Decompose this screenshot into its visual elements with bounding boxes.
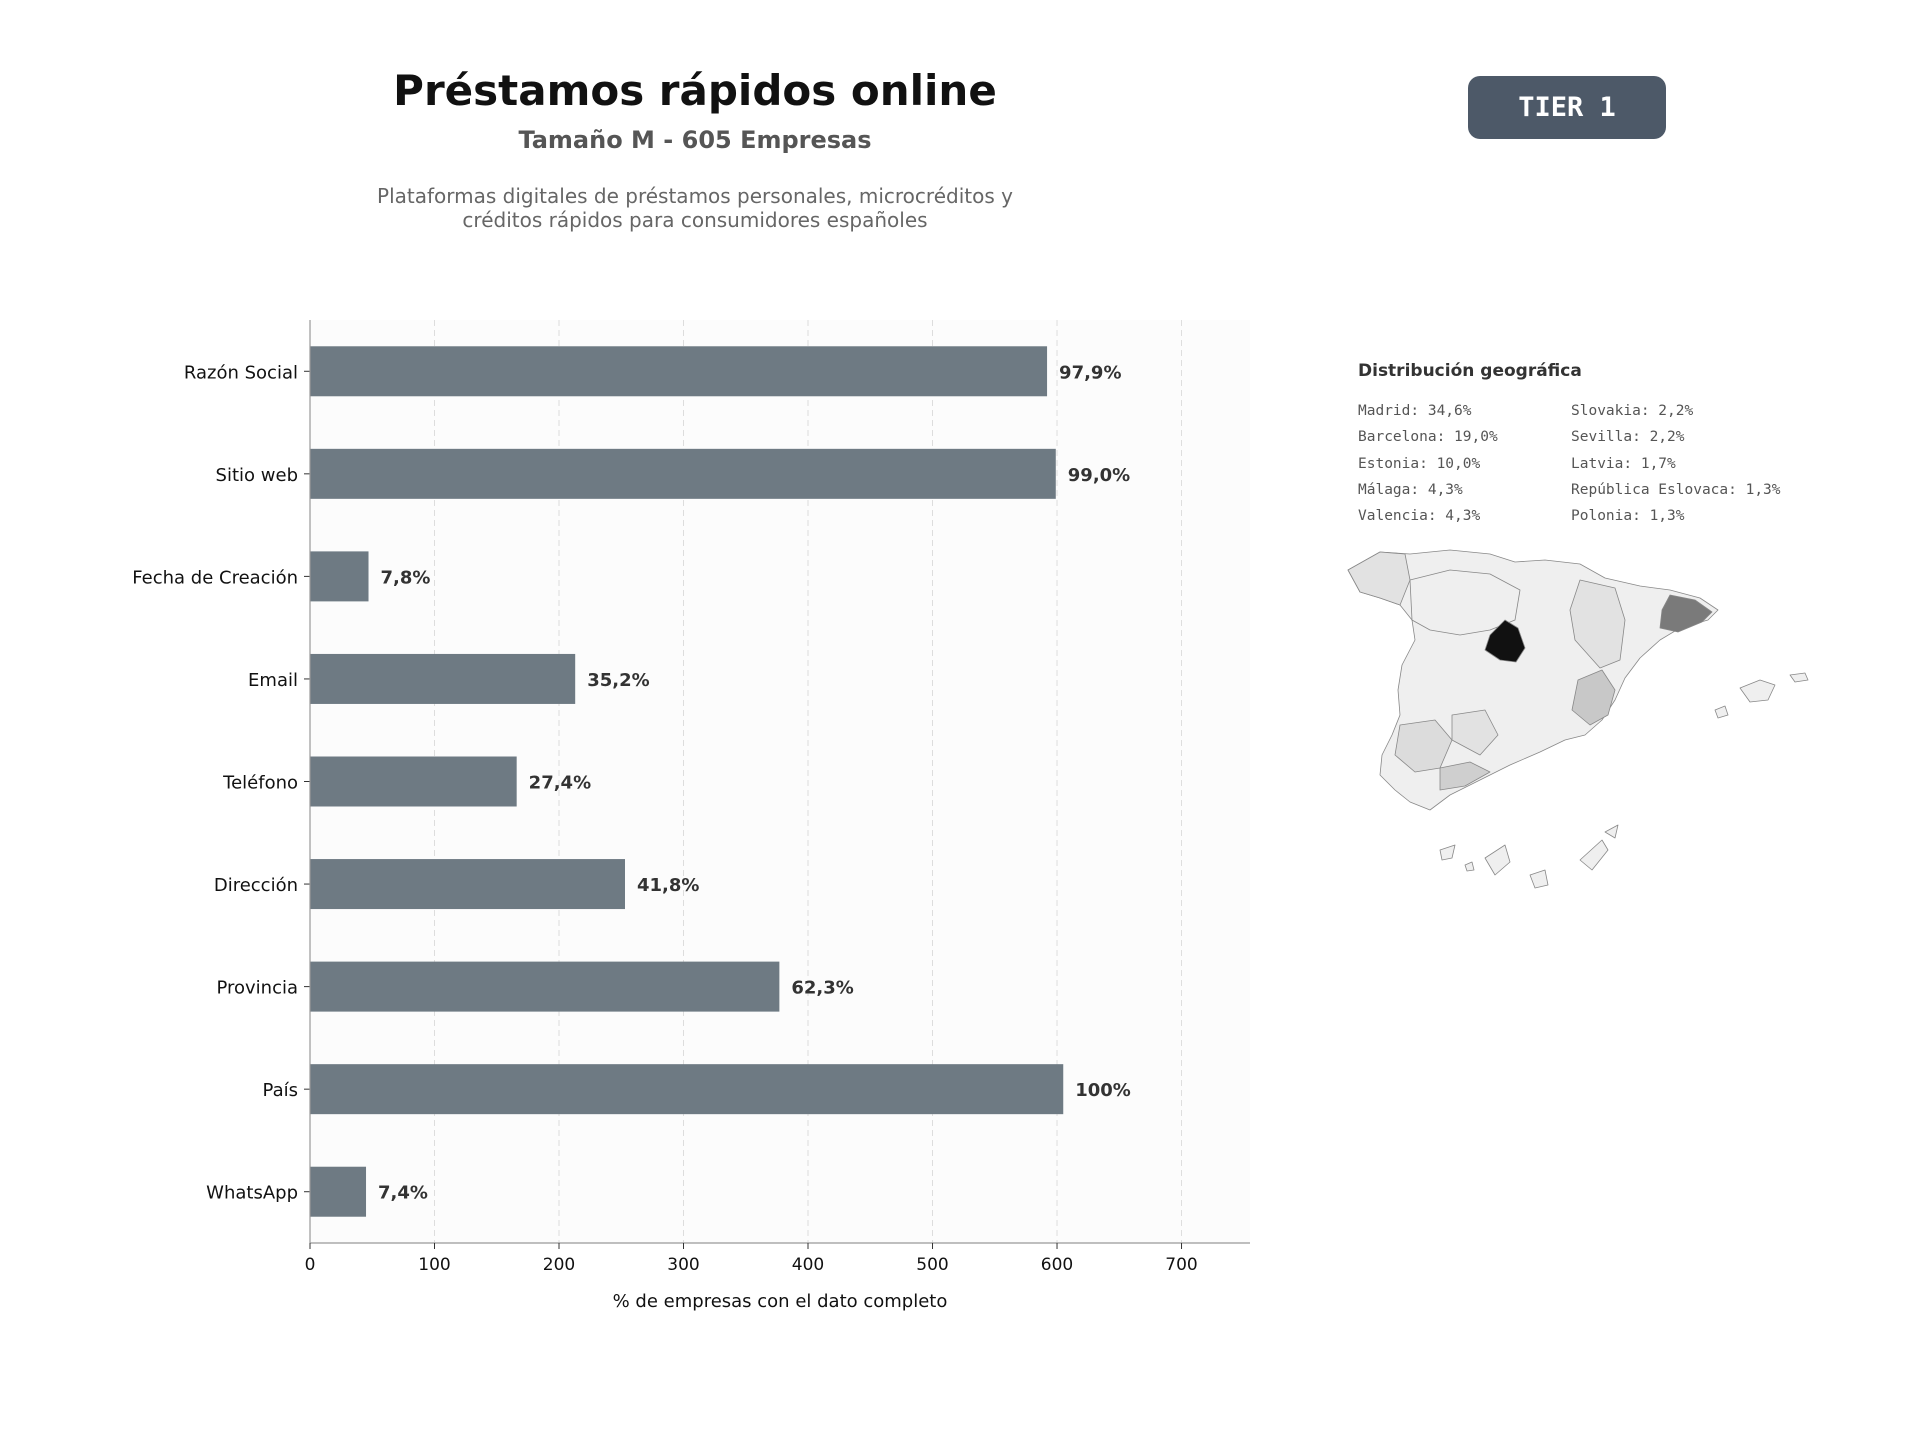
map-region-barcelona	[1659, 594, 1713, 633]
x-tick-label: 700	[1165, 1255, 1197, 1275]
map-region-canary-2	[1484, 844, 1511, 876]
geo-item: Slovakia: 2,2%	[1571, 403, 1694, 419]
description-line-2: créditos rápidos para consumidores españ…	[462, 208, 928, 232]
y-tick-label: Email	[248, 670, 298, 691]
bar-data-label: 35,2%	[587, 670, 649, 691]
map-region-galicia	[1347, 551, 1411, 606]
x-tick-label: 300	[667, 1255, 699, 1275]
bar-data-label: 41,8%	[637, 875, 699, 896]
x-tick-label: 500	[916, 1255, 948, 1275]
map-region-canary-5	[1604, 824, 1619, 839]
bar	[310, 1064, 1064, 1115]
x-tick-label: 0	[305, 1255, 316, 1275]
y-tick-label: WhatsApp	[206, 1183, 298, 1204]
geo-item: Latvia: 1,7%	[1571, 455, 1676, 472]
map-region-aragon	[1569, 579, 1626, 669]
bar	[310, 961, 780, 1012]
bar-data-label: 7,8%	[381, 567, 431, 588]
bar-data-label: 100%	[1075, 1080, 1131, 1101]
page-subtitle: Tamaño M - 605 Empresas	[518, 126, 872, 154]
map-region-mallorca	[1739, 679, 1776, 703]
map-region-canary-6	[1464, 861, 1475, 872]
bar-data-label: 97,9%	[1059, 362, 1121, 383]
x-tick-label: 400	[792, 1255, 824, 1275]
y-tick-label: Sitio web	[216, 465, 298, 486]
map-region-cordoba	[1451, 709, 1499, 756]
geo-item: República Eslovaca: 1,3%	[1571, 481, 1781, 498]
geo-distribution-title: Distribución geográfica	[1358, 361, 1582, 381]
geo-item: Málaga: 4,3%	[1358, 481, 1463, 498]
geo-list-column-1: Madrid: 34,6% Barcelona: 19,0% Estonia: …	[1358, 398, 1498, 529]
bar	[310, 346, 1048, 397]
x-tick-label: 200	[543, 1255, 575, 1275]
x-tick-label: 600	[1041, 1255, 1073, 1275]
map-region-valencia	[1571, 669, 1616, 726]
bar	[310, 756, 517, 807]
map-region-menorca	[1789, 672, 1809, 683]
bar-data-label: 99,0%	[1068, 465, 1130, 486]
geo-item: Valencia: 4,3%	[1358, 508, 1481, 525]
map-region-canary-4	[1579, 839, 1609, 871]
completeness-bar-chart: 97,9% Razón Social 99,0% Sitio web 7,8% Fecha…	[132, 320, 1250, 1312]
bar	[310, 859, 625, 910]
geo-list-column-2: Slovakia: 2,2% Sevilla: 2,2% Latvia: 1,7…	[1571, 398, 1781, 529]
bar-data-label: 62,3%	[791, 978, 853, 999]
bar-data-label: 27,4%	[529, 773, 591, 794]
geo-item: Sevilla: 2,2%	[1571, 429, 1685, 446]
page-description: Plataformas digitales de préstamos perso…	[350, 184, 1040, 232]
x-tick-label: 100	[418, 1255, 450, 1275]
y-tick-label: País	[263, 1080, 298, 1101]
y-tick-label: Razón Social	[184, 362, 298, 383]
geo-item: Madrid: 34,6%	[1358, 403, 1472, 419]
x-axis-label: % de empresas con el dato completo	[613, 1291, 948, 1312]
geo-item: Polonia: 1,3%	[1571, 508, 1685, 525]
bar	[310, 653, 576, 704]
description-line-1: Plataformas digitales de préstamos perso…	[377, 184, 1013, 208]
spain-choropleth-map	[1347, 549, 1809, 889]
map-region-canary-3	[1529, 869, 1549, 889]
geo-item: Estonia: 10,0%	[1358, 455, 1481, 472]
map-region-canary-1	[1439, 844, 1456, 861]
map-region-malaga	[1439, 761, 1491, 791]
y-tick-label: Fecha de Creación	[132, 567, 298, 588]
bar-data-label: 7,4%	[378, 1183, 428, 1204]
bar	[310, 1166, 367, 1217]
y-tick-label: Teléfono	[222, 773, 298, 794]
geo-item: Barcelona: 19,0%	[1358, 429, 1498, 446]
map-region-ibiza	[1714, 705, 1729, 719]
bar	[310, 448, 1056, 499]
tier-badge: TIER 1	[1468, 76, 1666, 139]
y-tick-label: Dirección	[214, 875, 298, 896]
bar	[310, 551, 369, 602]
page-title: Préstamos rápidos online	[393, 66, 997, 115]
y-tick-label: Provincia	[216, 978, 298, 999]
map-region-madrid	[1484, 619, 1526, 663]
